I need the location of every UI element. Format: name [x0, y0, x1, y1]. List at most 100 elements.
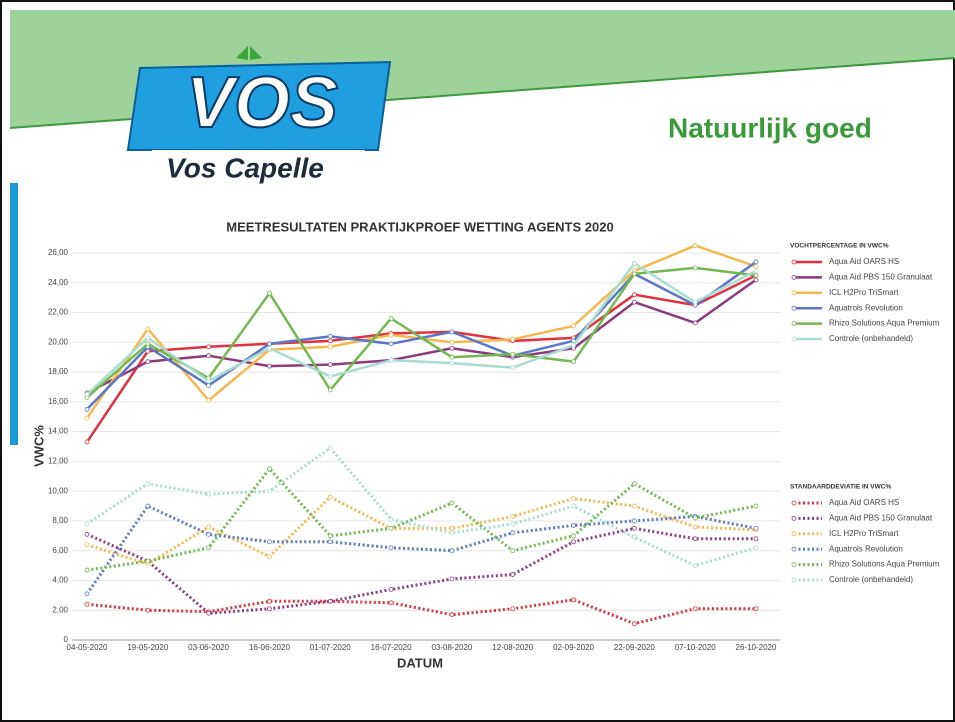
- point: [631, 292, 637, 298]
- point: [571, 496, 576, 501]
- point: [206, 531, 212, 537]
- point: [571, 522, 576, 528]
- point: [449, 329, 455, 335]
- point: [753, 263, 759, 269]
- logo-shape: [126, 60, 392, 151]
- point: [631, 261, 637, 266]
- y-tick-label: 26,00: [48, 248, 69, 257]
- x-tick-label: 02-09-2020: [553, 643, 594, 652]
- point: [388, 316, 394, 321]
- point: [84, 591, 90, 597]
- point: [631, 271, 637, 277]
- y-tick-label: 6,00: [52, 546, 68, 555]
- point: [327, 387, 333, 393]
- point: [510, 521, 516, 527]
- y-tick-label: 22,00: [48, 308, 69, 317]
- point: [145, 341, 151, 347]
- point: [267, 341, 272, 347]
- point: [327, 494, 333, 500]
- legend-marker: [791, 274, 797, 280]
- point: [571, 539, 576, 545]
- x-tick-label: 19-05-2020: [127, 643, 168, 652]
- point: [692, 524, 698, 530]
- point: [571, 323, 576, 329]
- point: [692, 606, 698, 612]
- line: [86, 278, 757, 395]
- x-tick-label: 26-10-2020: [736, 643, 777, 652]
- line: [85, 274, 757, 443]
- point: [692, 320, 698, 326]
- point: [753, 503, 759, 509]
- dotted-line: [86, 467, 757, 572]
- point: [388, 525, 394, 531]
- point: [449, 500, 455, 506]
- point: [327, 445, 333, 451]
- y-tick-label: 10,00: [48, 486, 69, 495]
- side-bar: [10, 183, 18, 445]
- point: [145, 359, 151, 365]
- point: [449, 345, 455, 351]
- y-tick-label: 24,00: [48, 278, 69, 287]
- point: [449, 548, 455, 554]
- point: [449, 530, 455, 536]
- legend-label: Aqua Aid OARS HS: [829, 498, 899, 507]
- line: [86, 262, 757, 396]
- chart-title: MEETRESULTATEN PRAKTIJKPROEF WETTING AGE…: [226, 219, 613, 234]
- point: [206, 397, 212, 403]
- point: [267, 363, 272, 369]
- legend-title: STANDAARDDEVIATIE IN VWC%: [790, 484, 891, 491]
- legend-label: Aqua Aid OARS HS: [829, 257, 899, 266]
- point: [753, 525, 759, 531]
- point: [388, 341, 394, 347]
- point: [84, 415, 90, 421]
- legend-label: ICL H2Pro TriSmart: [829, 288, 899, 297]
- legend-marker: [791, 577, 797, 583]
- logo-text: VOS: [186, 63, 338, 143]
- point: [510, 530, 516, 536]
- point: [145, 335, 151, 341]
- point: [388, 517, 394, 522]
- point: [206, 344, 212, 350]
- point: [145, 326, 151, 332]
- x-tick-label: 01-07-2020: [310, 643, 351, 652]
- point: [267, 554, 272, 560]
- legend-label: Aqua Aid PBS 150 Granulaat: [829, 514, 933, 523]
- point: [327, 362, 333, 368]
- y-tick-label: 12,00: [48, 456, 69, 465]
- legend-marker: [791, 562, 797, 567]
- legend-marker: [791, 290, 797, 296]
- point: [753, 272, 759, 278]
- point: [267, 606, 272, 612]
- point: [753, 545, 759, 551]
- point: [571, 503, 576, 509]
- logo: VOS Vos Capelle: [126, 46, 392, 190]
- point: [267, 345, 272, 351]
- legend-marker: [791, 336, 797, 342]
- dotted-line: [86, 446, 757, 568]
- point: [267, 466, 272, 472]
- point: [206, 524, 212, 530]
- x-axis-label: DATUM: [397, 655, 443, 670]
- point: [449, 525, 455, 531]
- point: [692, 265, 698, 271]
- point: [510, 365, 516, 371]
- point: [388, 332, 394, 338]
- legend-label: Rhizo Solutions Aqua Premium: [829, 319, 940, 328]
- point: [510, 572, 516, 577]
- point: [84, 531, 90, 537]
- point: [753, 536, 759, 542]
- point: [84, 392, 90, 397]
- point: [510, 606, 516, 612]
- point: [267, 539, 272, 545]
- point: [631, 621, 637, 627]
- point: [267, 488, 272, 494]
- point: [327, 598, 333, 604]
- x-tick-label: 12-08-2020: [492, 643, 533, 652]
- point: [84, 521, 90, 527]
- point: [145, 481, 151, 487]
- point: [267, 290, 272, 296]
- point: [449, 354, 455, 360]
- point: [692, 299, 698, 305]
- point: [206, 353, 212, 359]
